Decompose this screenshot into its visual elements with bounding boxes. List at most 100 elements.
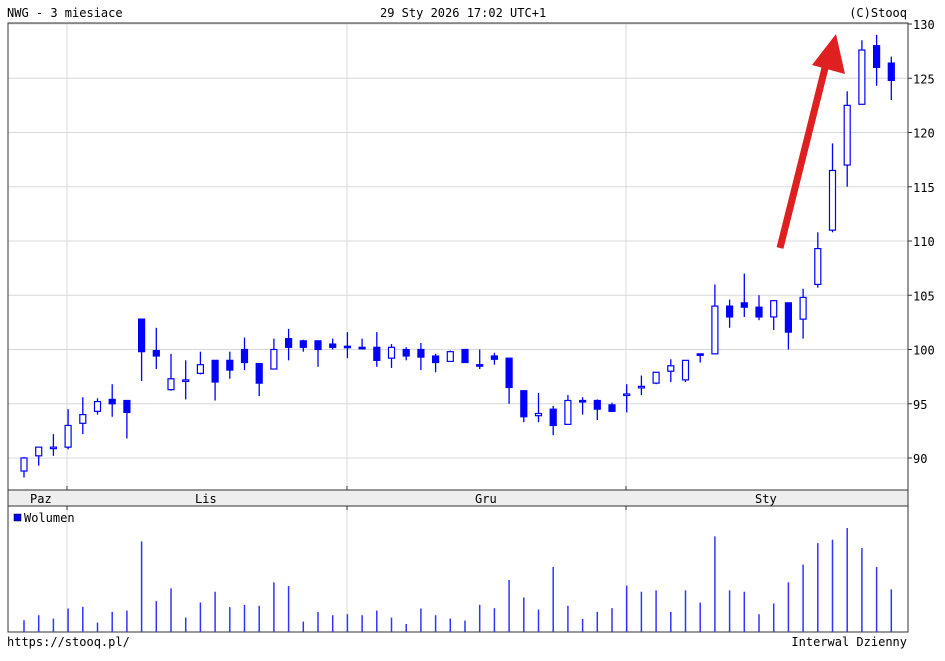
candle-body (182, 379, 190, 382)
timestamp: 29 Sty 2026 17:02 UTC+1 (380, 6, 546, 20)
candle-body (240, 348, 249, 364)
candle-body (681, 359, 690, 381)
y-tick-label: 100 (913, 344, 935, 358)
source-url[interactable]: https://stooq.pl/ (7, 635, 130, 649)
y-axis: 90 95 100 105 110 115 120 125 130 (908, 18, 935, 466)
chart-title: NWG - 3 miesiace (7, 6, 123, 20)
price-panel-frame (7, 22, 909, 491)
candle-body (314, 340, 322, 351)
candle-body (534, 412, 543, 417)
candle (314, 340, 322, 367)
candle-body (461, 348, 469, 364)
candle-body (329, 343, 337, 348)
candle-body (843, 104, 851, 166)
candle (138, 318, 146, 381)
candle (329, 338, 337, 350)
candle-body (167, 378, 175, 391)
candle (505, 357, 513, 404)
candle-body (432, 355, 440, 364)
candle (828, 143, 837, 233)
y-tick-label: 120 (913, 127, 935, 141)
candle (770, 300, 778, 330)
candle-body (887, 62, 895, 82)
candle-body (667, 365, 675, 372)
candle (740, 273, 748, 317)
candle (108, 384, 116, 417)
x-axis: Paz Lis Gru Sty (30, 492, 777, 506)
candle (20, 456, 28, 478)
candle-body (770, 300, 778, 318)
candle-body (79, 414, 87, 424)
candle-body (549, 408, 557, 427)
candle-body (373, 346, 381, 361)
volume-legend-swatch (13, 513, 22, 522)
volume-bars (23, 528, 893, 632)
grid (8, 23, 908, 632)
y-tick-label: 110 (913, 235, 935, 249)
candle (373, 332, 381, 367)
candle (358, 338, 366, 350)
candle (35, 446, 43, 466)
candle-body (725, 305, 734, 318)
candle-body (578, 399, 587, 403)
candle (255, 363, 263, 397)
arrow-shaft (776, 67, 829, 249)
candle (417, 342, 425, 371)
candle-body (696, 353, 704, 356)
candle (64, 409, 72, 450)
candle (446, 350, 454, 363)
y-tick-label: 90 (913, 452, 927, 466)
candle (402, 347, 410, 361)
candle (652, 371, 660, 385)
candle-body (387, 346, 396, 359)
candle-body (35, 446, 43, 457)
candle-body (49, 446, 58, 450)
candle (432, 353, 440, 373)
candle-body (255, 363, 263, 384)
candle-body (446, 351, 454, 363)
candle-body (20, 457, 28, 472)
candle (725, 299, 734, 328)
candle (696, 353, 704, 363)
candle (520, 390, 528, 423)
candle (240, 337, 249, 371)
volume-legend: Wolumen (24, 511, 75, 525)
candle (593, 399, 601, 421)
candle-body (858, 49, 866, 105)
x-tick-label: Paz (30, 492, 52, 506)
candle-body (505, 357, 513, 389)
candle (79, 397, 87, 435)
candle-body (623, 393, 631, 397)
candle-body (358, 346, 366, 350)
candle (667, 359, 675, 383)
candle-body (740, 302, 748, 308)
candle-body (490, 355, 498, 360)
candle (564, 395, 572, 425)
candle-body (476, 364, 484, 367)
candle (211, 359, 219, 401)
interval-label: Interwal Dzienny (791, 635, 907, 649)
candle-body (637, 385, 646, 389)
candle (270, 338, 278, 370)
candle (226, 351, 234, 379)
candle-body (593, 399, 601, 410)
candle-body (711, 305, 719, 355)
candle-body (343, 345, 351, 349)
candle (799, 288, 807, 339)
y-tick-label: 105 (913, 289, 935, 303)
candle (534, 392, 543, 423)
candle-body (123, 399, 131, 414)
candle (285, 328, 293, 361)
candle-body (564, 399, 572, 425)
candle (578, 397, 587, 415)
candle-body (285, 338, 293, 348)
candle (681, 359, 690, 383)
candle-body (755, 306, 763, 318)
candle-body (828, 169, 837, 231)
y-tick-label: 125 (913, 72, 935, 86)
candle-body (417, 348, 425, 358)
y-tick-label: 130 (913, 18, 935, 32)
candle-body (784, 302, 793, 333)
candle (196, 351, 204, 375)
